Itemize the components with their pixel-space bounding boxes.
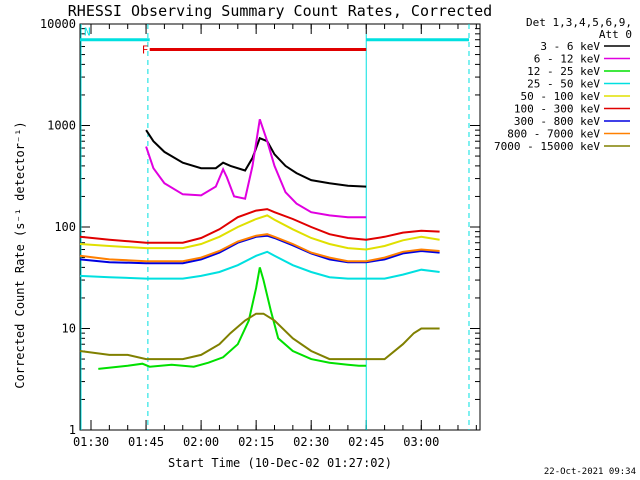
x-axis-label: Start Time (10-Dec-02 01:27:02) (168, 456, 392, 470)
legend-entry-label: 100 - 300 keV (514, 103, 600, 116)
chart-title: RHESSI Observing Summary Count Rates, Co… (68, 2, 492, 20)
legend-entry-label: 25 - 50 keV (527, 78, 600, 91)
legend-header-line-2: Att 0 (599, 28, 632, 41)
plot-frame (79, 23, 481, 431)
y-tick-label: 1000 (47, 119, 76, 133)
series-line (79, 214, 440, 251)
legend-entry-label: 7000 - 15000 keV (494, 140, 600, 153)
legend-entry-label: 800 - 7000 keV (507, 128, 600, 141)
series-line (79, 233, 440, 263)
legend-entry-label: 300 - 800 keV (514, 115, 600, 128)
y-tick-label: 1 (69, 423, 76, 437)
x-tick-label: 02:00 (183, 435, 219, 449)
legend-entry-label: 50 - 100 keV (521, 90, 601, 103)
x-tick-label: 02:30 (293, 435, 329, 449)
y-axis-label: Corrected Count Rate (s⁻¹ detector⁻¹) (13, 121, 27, 388)
flag-label: N (84, 26, 91, 39)
legend-entry-label: 3 - 6 keV (540, 40, 600, 53)
plot-area: 1 10 100 1000 10000 01:30 01:45 02:00 02:15 02:30… (40, 17, 481, 449)
x-tick-label: 01:45 (128, 435, 164, 449)
y-tick-label: 100 (54, 220, 76, 234)
series-line (79, 250, 440, 280)
series-line (79, 234, 440, 265)
x-tick-label: 03:00 (403, 435, 439, 449)
series-line (145, 118, 367, 219)
generation-timestamp: 22-Oct-2021 09:34 (544, 467, 636, 477)
x-tick-label: 02:45 (348, 435, 384, 449)
series-line (79, 208, 440, 244)
series-line (145, 129, 367, 188)
y-tick-label: 10 (62, 322, 76, 336)
legend-header-line-1: Det 1,3,4,5,6,9, (526, 16, 632, 29)
y-tick-label: 10000 (40, 17, 76, 31)
legend-entry-label: 12 - 25 keV (527, 65, 600, 78)
x-tick-label: 01:30 (73, 435, 109, 449)
x-tick-label: 02:15 (238, 435, 274, 449)
series-line (79, 312, 440, 361)
legend-entry-label: 6 - 12 keV (534, 53, 601, 66)
flag-label: F (142, 44, 149, 57)
series-line (98, 267, 367, 370)
